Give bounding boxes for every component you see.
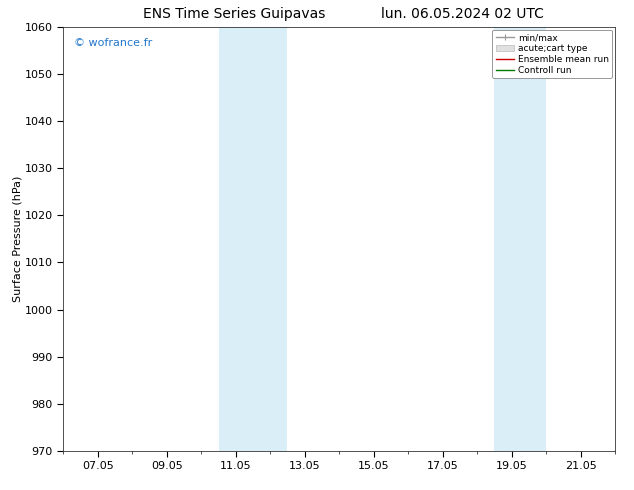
Text: lun. 06.05.2024 02 UTC: lun. 06.05.2024 02 UTC	[382, 7, 544, 22]
Text: © wofrance.fr: © wofrance.fr	[74, 38, 153, 48]
Bar	[495, 27, 546, 451]
Legend: min/max, acute;cart type, Ensemble mean run, Controll run: min/max, acute;cart type, Ensemble mean …	[493, 30, 612, 78]
Y-axis label: Surface Pressure (hPa): Surface Pressure (hPa)	[12, 176, 22, 302]
Text: ENS Time Series Guipavas: ENS Time Series Guipavas	[143, 7, 326, 22]
Bar	[219, 27, 287, 451]
